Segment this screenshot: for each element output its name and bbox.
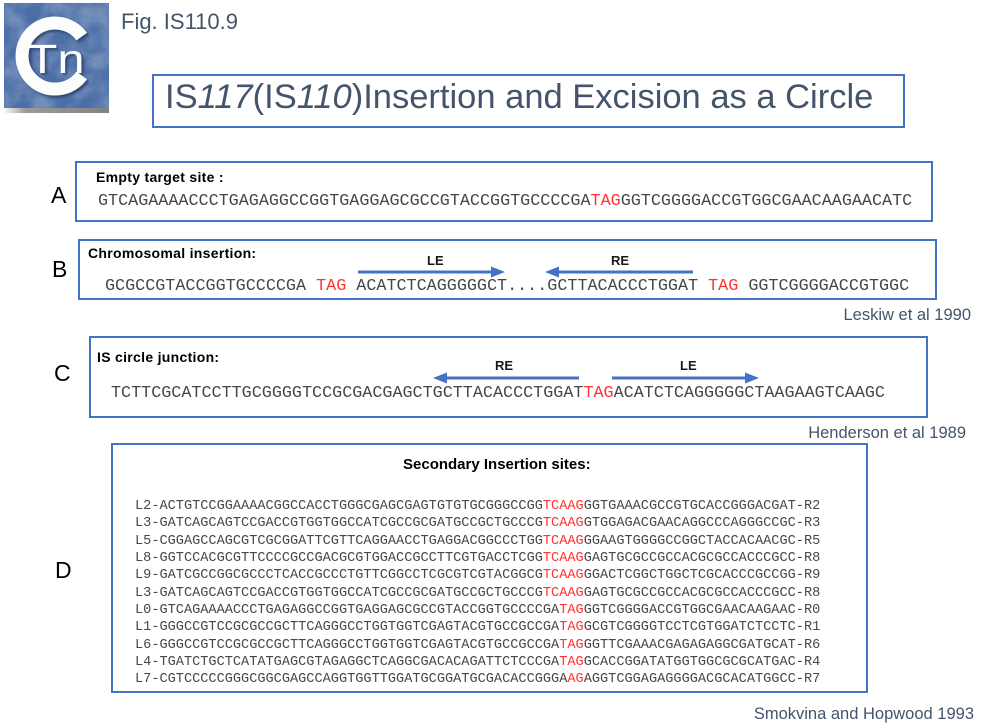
svg-text:Tn: Tn (28, 36, 85, 82)
